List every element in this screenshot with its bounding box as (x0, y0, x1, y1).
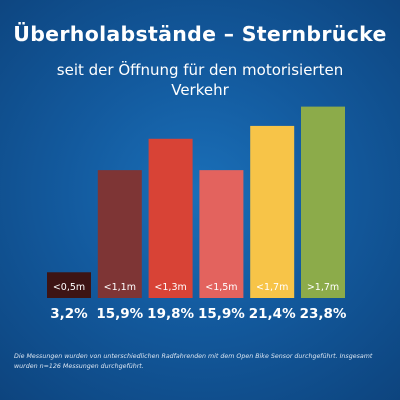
bar-group: <1,1m 15,9% (96, 170, 144, 322)
bar-category-label: >1,7m (307, 282, 339, 293)
bar-category-label: <1,1m (104, 282, 136, 293)
bar (148, 138, 193, 298)
bar (199, 170, 244, 298)
bar-category-label: <1,5m (205, 282, 237, 293)
chart-subtitle-line-2: Verkehr (171, 81, 229, 99)
chart-subtitle-line-1: seit der Öffnung für den motorisierten (56, 61, 344, 79)
bar-category-label: <0,5m (53, 282, 85, 293)
bar (250, 125, 295, 299)
bar-value-label: 23,8% (300, 306, 347, 322)
bar-group: <0,5m 3,2% (47, 272, 91, 322)
bar-value-label: 15,9% (198, 306, 245, 322)
bar (301, 106, 345, 298)
bar-group: <1,3m 19,8% (147, 138, 194, 322)
chart-title: Überholabstände – Sternbrücke (13, 22, 387, 46)
bar-value-label: 19,8% (147, 306, 194, 322)
bar-value-label: 21,4% (249, 306, 296, 322)
bar-value-label: 3,2% (50, 306, 88, 322)
chart-subtitle: seit der Öffnung für den motorisierten V… (0, 60, 400, 100)
bar-category-label: <1,3m (154, 282, 186, 293)
bar-group: <1,7m 21,4% (249, 125, 296, 322)
bar-category-label: <1,7m (256, 282, 288, 293)
bar-value-label: 15,9% (96, 306, 143, 322)
bar-group: >1,7m 23,8% (300, 106, 347, 322)
bar (47, 272, 91, 298)
bar-group: <1,5m 15,9% (198, 170, 245, 322)
footnote: Die Messungen wurden von unterschiedlich… (14, 353, 373, 370)
bar (97, 170, 142, 298)
